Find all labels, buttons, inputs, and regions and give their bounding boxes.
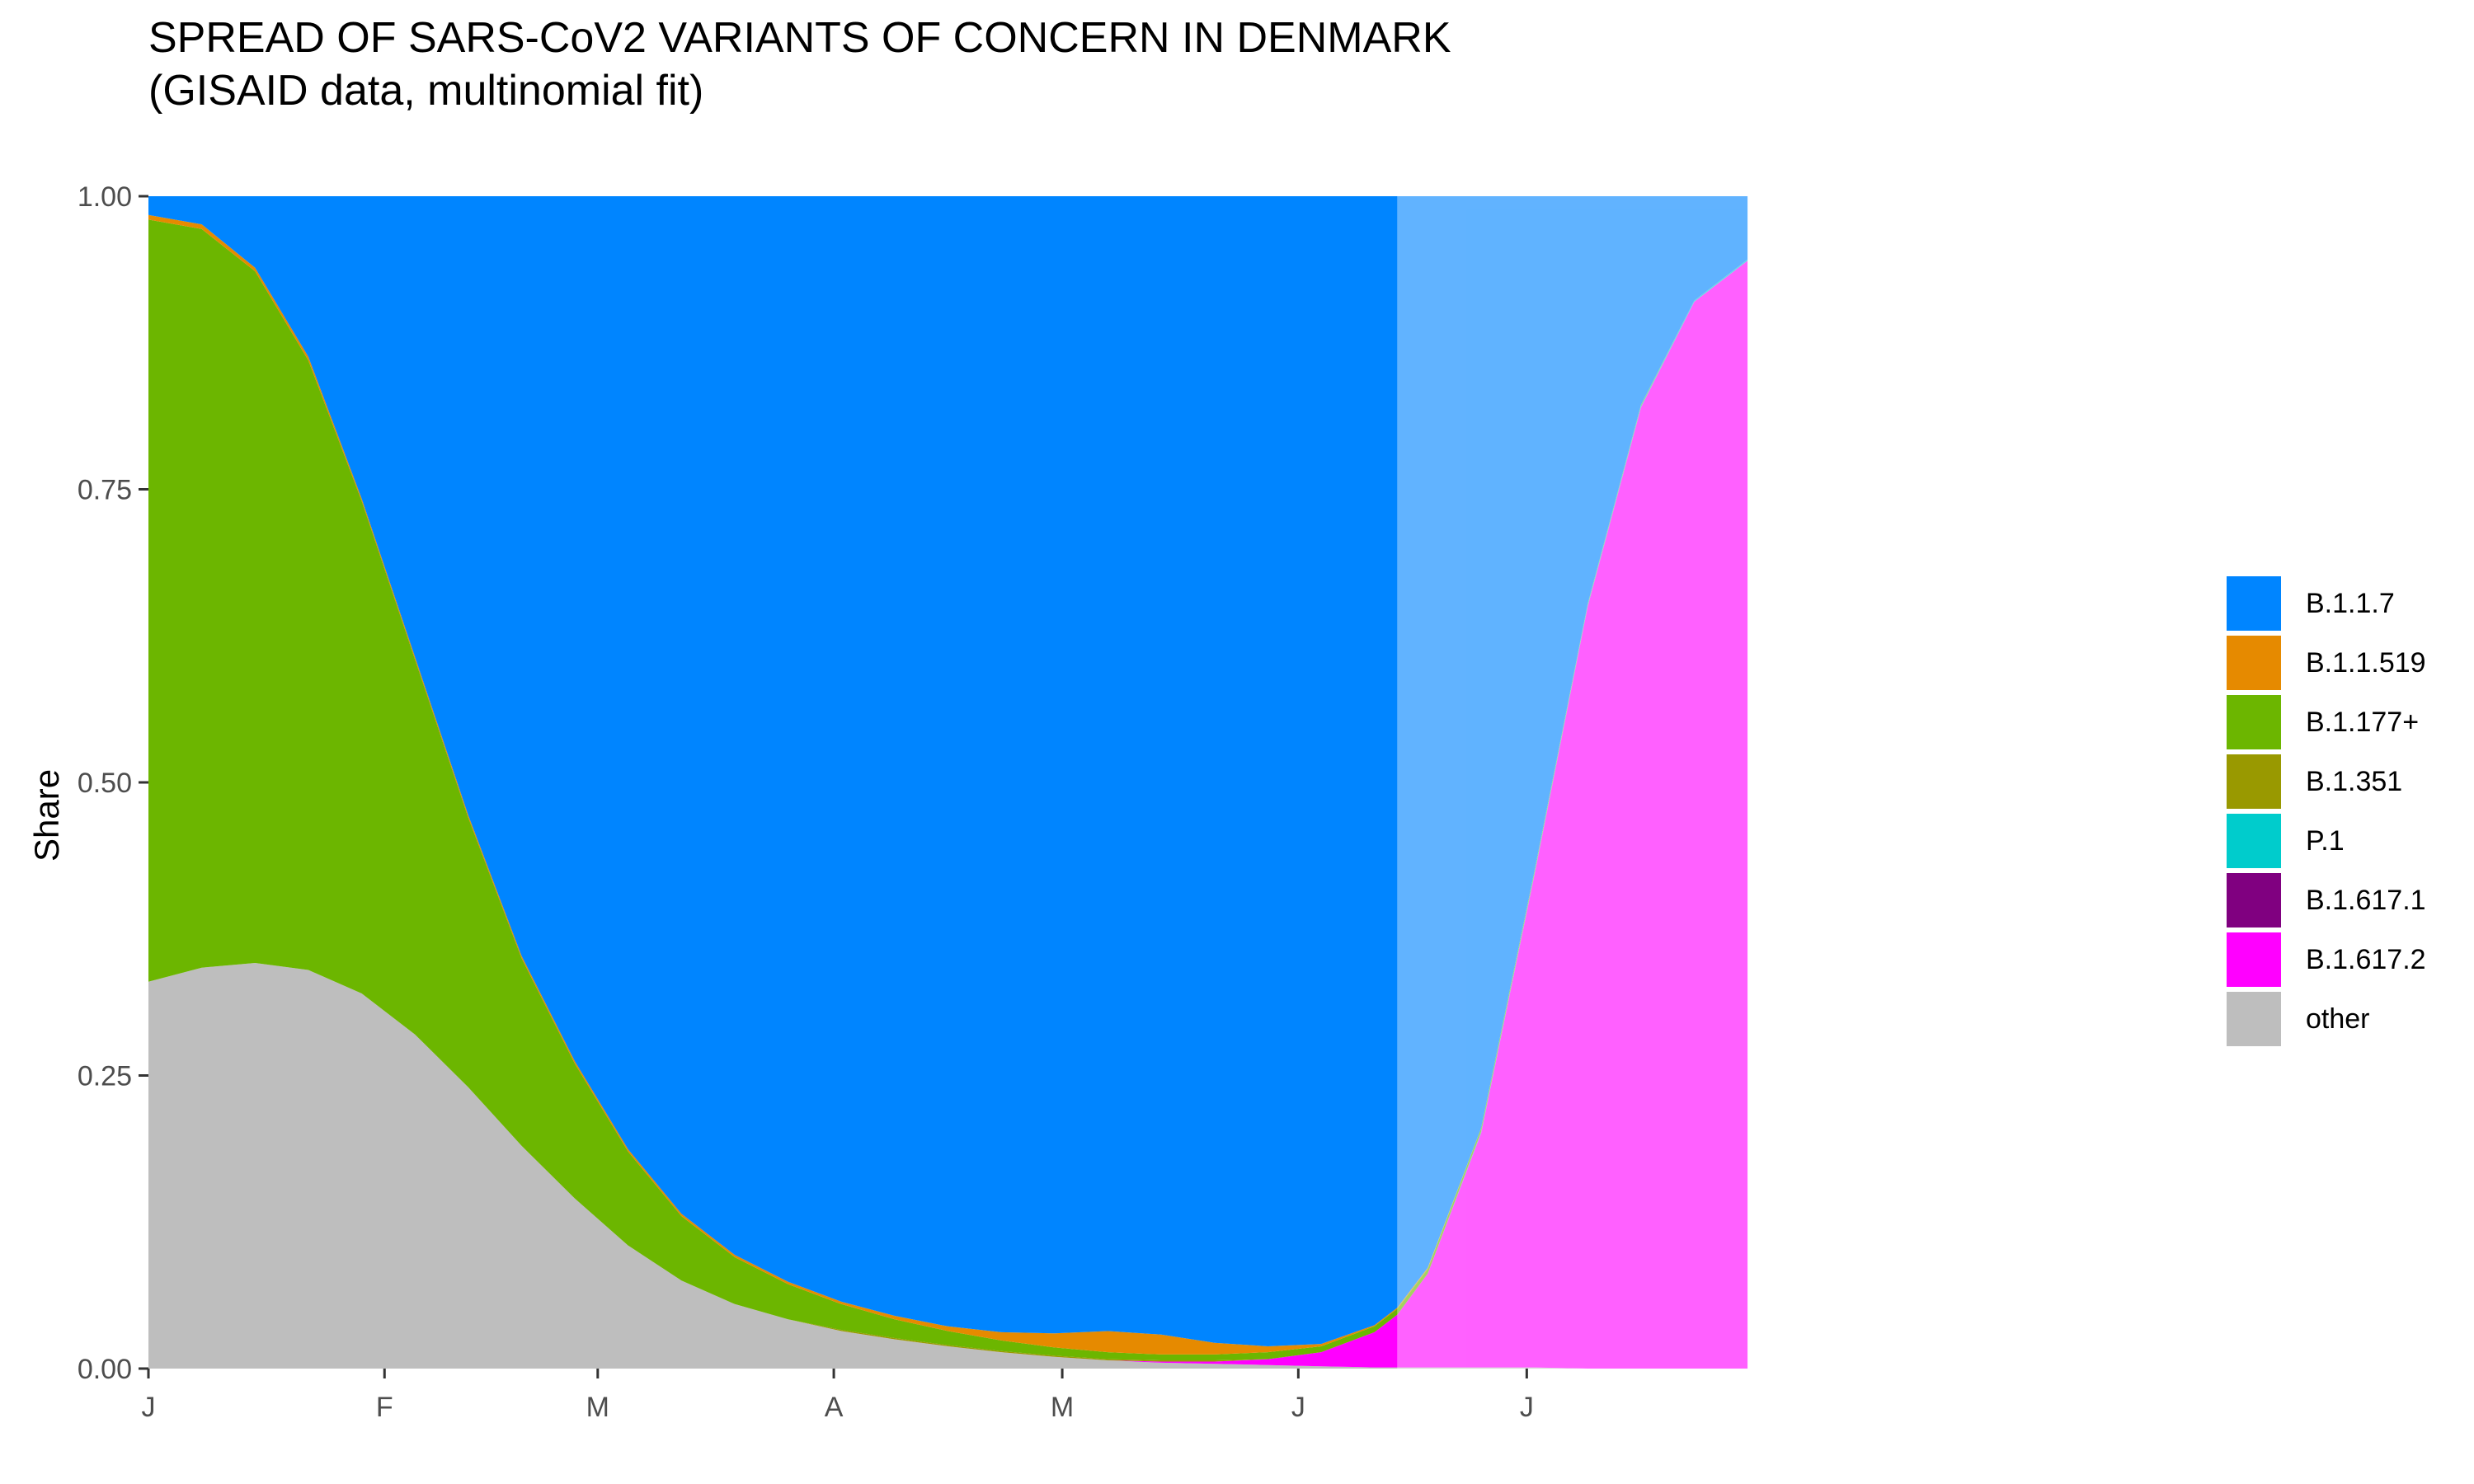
x-tick-label: J [142,1392,156,1423]
legend-item-b-1-1-7: B.1.1.7 [2227,574,2426,633]
legend-item-b-1-177: B.1.177+ [2227,693,2426,752]
legend-item-b-1-617-2: B.1.617.2 [2227,930,2426,989]
legend-swatch [2227,873,2281,928]
legend-swatch [2227,932,2281,987]
legend-swatch [2227,754,2281,809]
legend-item-other: other [2227,989,2426,1049]
legend-swatch [2227,636,2281,690]
legend-label: B.1.1.7 [2306,587,2395,619]
x-tick-label: A [825,1392,844,1423]
y-tick-label: 0.00 [78,1354,132,1385]
area-series-other-forecast [1397,1367,1748,1369]
area-series-b-1-617-2-forecast [1397,261,1748,1369]
y-tick-label: 1.00 [78,181,132,213]
legend-swatch [2227,576,2281,631]
y-tick-label: 0.75 [78,475,132,506]
legend-label: B.1.1.519 [2306,646,2426,679]
x-tick-label: F [376,1392,393,1423]
legend-label: B.1.351 [2306,765,2403,797]
x-tick-label: M [586,1392,609,1423]
area-series-b-1-1-7-forecast [1397,196,1748,1308]
legend: B.1.1.7 B.1.1.519 B.1.177+ B.1.351 P.1 B.1.61… [2227,574,2426,1049]
x-tick-label: J [1291,1392,1305,1423]
chart-title: SPREAD OF SARS-CoV2 VARIANTS OF CONCERN … [148,14,1451,115]
area-series-b-1-1-7 [148,196,1398,1346]
x-tick-label: J [1520,1392,1534,1423]
y-tick-label: 0.50 [78,768,132,799]
area-series-other [148,963,1398,1369]
legend-item-b-1-351: B.1.351 [2227,752,2426,811]
y-tick-label: 0.25 [78,1061,132,1092]
legend-label: B.1.177+ [2306,706,2420,738]
legend-swatch [2227,992,2281,1046]
legend-swatch [2227,814,2281,868]
legend-swatch [2227,695,2281,749]
x-tick-label: M [1051,1392,1074,1423]
legend-label: P.1 [2306,824,2345,857]
legend-label: B.1.617.2 [2306,943,2426,975]
area-series-b-1-177 [148,219,1398,1360]
legend-item-b-1-617-1: B.1.617.1 [2227,871,2426,930]
legend-label: B.1.617.1 [2306,884,2426,916]
legend-item-b-1-1-519: B.1.1.519 [2227,633,2426,693]
legend-label: other [2306,1003,2370,1035]
legend-item-p-1: P.1 [2227,811,2426,871]
